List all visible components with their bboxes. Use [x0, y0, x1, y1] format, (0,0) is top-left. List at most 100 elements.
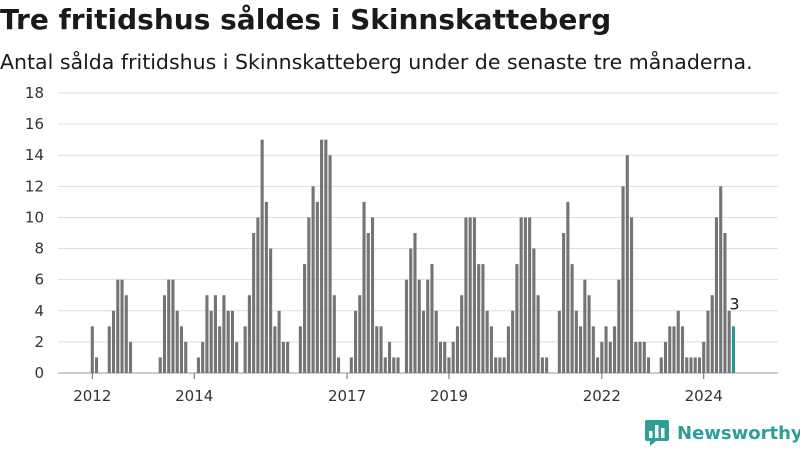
bar	[464, 217, 468, 373]
bar	[116, 279, 120, 373]
bar	[90, 326, 94, 373]
bar	[421, 310, 426, 373]
bar	[710, 295, 714, 373]
y-tick-label: 14	[25, 146, 44, 164]
bar	[111, 310, 116, 373]
bar	[256, 217, 260, 373]
bar	[574, 310, 578, 373]
bar	[184, 341, 188, 373]
y-tick-label: 10	[25, 208, 44, 226]
bar	[591, 326, 595, 373]
bar	[303, 264, 307, 373]
bar	[252, 233, 256, 373]
y-tick-label: 0	[34, 364, 44, 382]
bar	[392, 357, 396, 373]
bar	[269, 248, 273, 373]
x-tick-label: 2014	[175, 387, 213, 405]
bar	[94, 357, 99, 373]
chart-title: Tre fritidshus såldes i Skinnskatteberg	[0, 3, 612, 36]
bar	[387, 341, 392, 373]
bar	[358, 295, 362, 373]
bar	[201, 341, 205, 373]
bar	[693, 357, 697, 373]
x-tick-label: 2022	[583, 387, 621, 405]
bar	[519, 217, 523, 373]
bar	[468, 217, 472, 373]
bar	[676, 310, 680, 373]
y-tick-label: 12	[25, 177, 44, 195]
bar	[243, 326, 247, 373]
bar	[434, 310, 438, 373]
bar	[413, 233, 417, 373]
bar	[277, 310, 281, 373]
bar	[426, 279, 430, 373]
bar	[332, 295, 336, 373]
bar	[324, 139, 328, 373]
bar	[167, 279, 171, 373]
bar	[663, 341, 668, 373]
bar	[107, 326, 111, 373]
bar	[315, 201, 319, 373]
bar	[642, 341, 646, 373]
bar	[383, 357, 387, 373]
bar	[196, 357, 200, 373]
bar	[417, 279, 421, 373]
bar	[714, 217, 719, 373]
bar	[281, 341, 285, 373]
y-tick-label: 16	[25, 115, 44, 133]
bar	[264, 201, 268, 373]
bar	[685, 357, 689, 373]
bar	[489, 326, 493, 373]
y-axis-ticks: 0 2 4 6 8 10 12 14 16 18	[25, 84, 44, 382]
bar	[455, 326, 460, 373]
bar	[506, 326, 510, 373]
bar	[222, 295, 226, 373]
bar	[171, 279, 175, 373]
bar	[672, 326, 676, 373]
data-labels: 3	[729, 294, 739, 313]
bar	[532, 248, 536, 373]
bar	[179, 326, 184, 373]
bar	[528, 217, 532, 373]
bar	[443, 341, 447, 373]
bar	[230, 310, 234, 373]
bar	[566, 201, 570, 373]
y-tick-label: 2	[34, 333, 44, 351]
x-tick-label: 2019	[430, 387, 468, 405]
bar-chart-logo-icon	[645, 420, 669, 446]
bar	[273, 326, 277, 373]
bar	[328, 155, 332, 373]
bar	[481, 264, 485, 373]
bar	[430, 264, 434, 373]
bar	[587, 295, 591, 373]
bar	[311, 186, 315, 373]
bar	[370, 217, 375, 373]
bar	[451, 341, 455, 373]
bar	[570, 264, 574, 373]
y-tick-label: 18	[25, 84, 44, 102]
y-tick-label: 8	[34, 240, 44, 258]
bar	[608, 341, 612, 373]
bar	[668, 326, 672, 373]
bar	[706, 310, 710, 373]
bar	[124, 295, 128, 373]
x-tick-label: 2024	[685, 387, 723, 405]
bar	[719, 186, 723, 373]
bar	[158, 357, 162, 373]
bar	[689, 357, 693, 373]
x-tick-label: 2017	[328, 387, 366, 405]
bar	[511, 310, 515, 373]
bar	[545, 357, 549, 373]
bar	[472, 217, 476, 373]
bar	[638, 341, 642, 373]
bar	[485, 310, 489, 373]
bar	[447, 357, 451, 373]
y-tick-label: 4	[34, 302, 44, 320]
bar	[697, 357, 702, 373]
bar	[209, 310, 213, 373]
bar	[680, 326, 685, 373]
bar-latest	[731, 326, 735, 373]
bar	[396, 357, 400, 373]
bar	[366, 233, 370, 373]
bar	[213, 295, 217, 373]
